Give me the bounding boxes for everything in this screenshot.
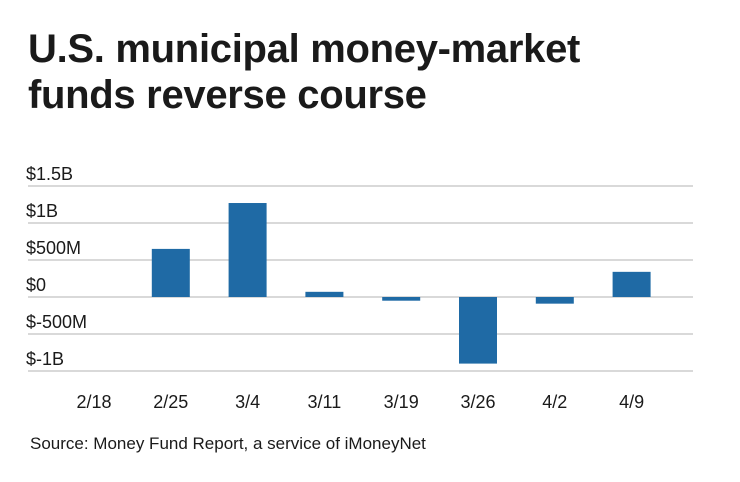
bar-4-2	[535, 297, 574, 304]
y-tick-label: $-1B	[26, 349, 64, 369]
bar-chart: $1.5B $1B $500M $0 $-500M $-1B 2/18 2/25 3/4 3/1…	[26, 164, 693, 412]
bar-3-19	[382, 297, 421, 301]
x-tick-label: 3/4	[235, 392, 260, 412]
bar-3-11	[305, 291, 344, 297]
x-tick-label: 2/18	[76, 392, 111, 412]
x-axis-tick-labels: 2/18 2/25 3/4 3/11 3/19 3/26 4/2 4/9	[76, 392, 644, 412]
x-tick-label: 3/19	[384, 392, 419, 412]
y-tick-label: $1B	[26, 201, 58, 221]
y-axis-tick-labels: $1.5B $1B $500M $0 $-500M $-1B	[26, 164, 87, 369]
chart-title-line-1: U.S. municipal money-market	[28, 27, 581, 71]
x-tick-label: 3/26	[460, 392, 495, 412]
y-tick-label: $500M	[26, 238, 81, 258]
bars	[151, 203, 651, 364]
bar-3-4	[228, 203, 267, 297]
bar-4-9	[612, 271, 651, 297]
chart-title-line-2: funds reverse course	[28, 73, 427, 117]
x-tick-label: 2/25	[153, 392, 188, 412]
bar-3-26	[459, 297, 497, 364]
x-tick-label: 4/9	[619, 392, 644, 412]
y-tick-label: $1.5B	[26, 164, 73, 184]
x-tick-label: 3/11	[308, 392, 342, 412]
y-tick-label: $-500M	[26, 312, 87, 332]
chart-title: U.S. municipal money-market funds revers…	[28, 26, 718, 118]
x-tick-label: 4/2	[542, 392, 567, 412]
source-note: Source: Money Fund Report, a service of …	[30, 434, 426, 453]
y-tick-label: $0	[26, 275, 46, 295]
gridlines	[28, 185, 693, 372]
bar-2-25	[151, 248, 190, 297]
